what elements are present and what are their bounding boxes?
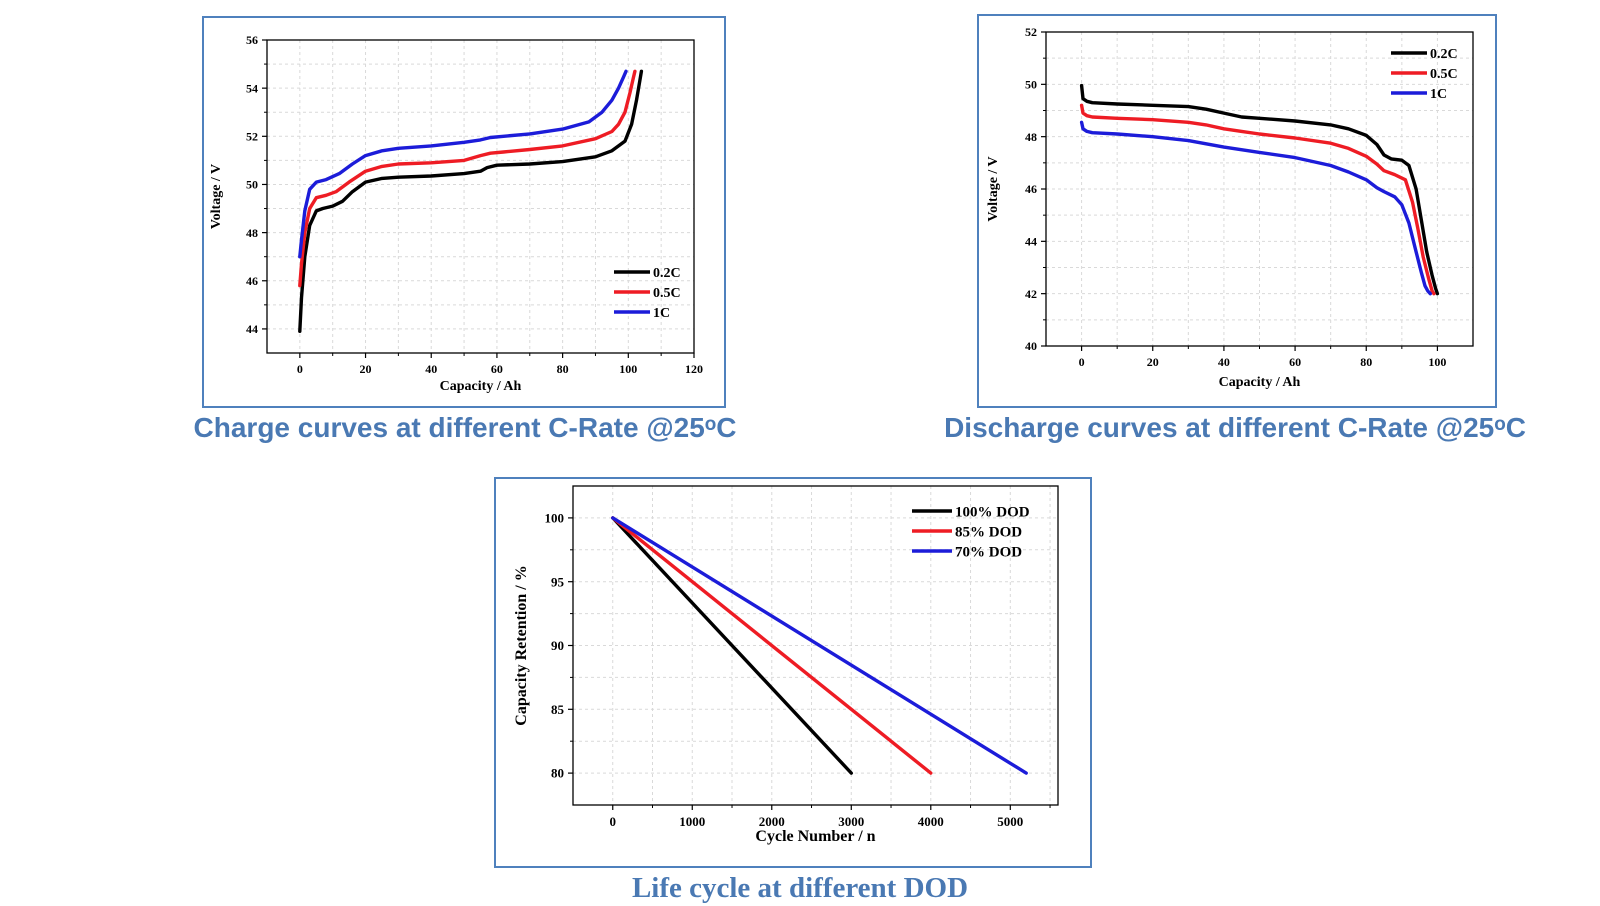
x-tick-label: 3000 bbox=[838, 814, 864, 829]
x-tick-label: 80 bbox=[1360, 355, 1372, 369]
x-tick-label: 1000 bbox=[679, 814, 705, 829]
x-axis-label: Capacity / Ah bbox=[1219, 375, 1301, 390]
life-cycle-chart: 0 1000 2000 3000 4000 5000 80 85 90 95 100 Cycle Nu… bbox=[513, 485, 1059, 845]
series-line-1c bbox=[1079, 120, 1432, 296]
y-tick-label: 90 bbox=[551, 638, 564, 653]
y-tick-label: 95 bbox=[551, 574, 565, 589]
legend-label: 0.2C bbox=[653, 266, 681, 281]
y-tick-label: 48 bbox=[246, 226, 258, 240]
y-axis-label: Voltage / V bbox=[209, 164, 224, 229]
discharge-chart-panel: 0 20 40 60 80 100 40 42 44 46 48 50 52 Capacity / Ah V… bbox=[977, 14, 1497, 408]
x-tick-label: 60 bbox=[1289, 355, 1301, 369]
charge-chart-caption: Charge curves at different C-Rate @25ᵒC bbox=[193, 412, 737, 443]
x-tick-label: 100 bbox=[1428, 355, 1446, 369]
discharge-chart: 0 20 40 60 80 100 40 42 44 46 48 50 52 Capacity / Ah V… bbox=[986, 25, 1474, 390]
x-tick-label: 60 bbox=[491, 362, 503, 376]
series-line-100-dod bbox=[611, 516, 853, 775]
charge-chart: 0 20 40 60 80 100 120 44 46 48 50 52 54 56 Capacity / … bbox=[209, 33, 703, 394]
legend-label: 0.2C bbox=[1430, 47, 1458, 62]
series-line-0-5c bbox=[298, 69, 637, 288]
y-tick-label: 44 bbox=[246, 322, 258, 336]
y-axis-label: Capacity Retention / % bbox=[513, 565, 530, 725]
series-line-85-dod bbox=[611, 516, 933, 775]
y-tick-label: 44 bbox=[1025, 235, 1037, 249]
series-line-0-2c bbox=[1079, 83, 1440, 296]
y-tick-label: 52 bbox=[1025, 25, 1037, 39]
legend-label: 85% DOD bbox=[955, 524, 1022, 540]
life-cycle-chart-panel: 0 1000 2000 3000 4000 5000 80 85 90 95 100 Cycle Nu… bbox=[494, 477, 1092, 868]
y-tick-label: 56 bbox=[246, 33, 258, 47]
discharge-chart-caption: Discharge curves at different C-Rate @25… bbox=[944, 412, 1526, 443]
y-tick-label: 50 bbox=[1025, 78, 1037, 92]
y-tick-label: 40 bbox=[1025, 339, 1037, 353]
legend: 100% DOD 85% DOD 70% DOD bbox=[912, 504, 1030, 560]
series-line-1c bbox=[298, 69, 628, 259]
y-tick-label: 80 bbox=[551, 766, 564, 781]
series-line-70-dod bbox=[611, 516, 1028, 775]
legend-label: 1C bbox=[1430, 87, 1447, 102]
legend-label: 1C bbox=[653, 306, 670, 321]
x-tick-label: 5000 bbox=[997, 814, 1023, 829]
y-tick-label: 52 bbox=[246, 130, 258, 144]
x-tick-label: 20 bbox=[360, 362, 372, 376]
legend: 0.2C 0.5C 1C bbox=[614, 266, 681, 321]
x-tick-label: 20 bbox=[1147, 355, 1159, 369]
y-tick-label: 48 bbox=[1025, 130, 1037, 144]
x-tick-label: 120 bbox=[685, 362, 703, 376]
y-tick-label: 46 bbox=[246, 274, 258, 288]
life-cycle-chart-caption: Life cycle at different DOD bbox=[631, 872, 969, 904]
legend: 0.2C 0.5C 1C bbox=[1391, 47, 1458, 102]
series-line-0-5c bbox=[1079, 103, 1436, 296]
x-tick-label: 4000 bbox=[918, 814, 944, 829]
y-tick-label: 50 bbox=[246, 178, 258, 192]
y-tick-label: 85 bbox=[551, 702, 565, 717]
x-tick-label: 0 bbox=[1079, 355, 1085, 369]
y-tick-label: 42 bbox=[1025, 287, 1037, 301]
x-tick-label: 80 bbox=[557, 362, 569, 376]
y-tick-label: 100 bbox=[545, 510, 565, 525]
series-line-0-2c bbox=[298, 69, 644, 333]
x-tick-label: 2000 bbox=[759, 814, 785, 829]
x-tick-label: 0 bbox=[610, 814, 617, 829]
y-axis-label: Voltage / V bbox=[986, 156, 1001, 221]
legend-label: 100% DOD bbox=[955, 504, 1030, 520]
legend-label: 0.5C bbox=[653, 286, 681, 301]
x-tick-label: 100 bbox=[619, 362, 637, 376]
legend-label: 0.5C bbox=[1430, 67, 1458, 82]
y-tick-label: 46 bbox=[1025, 182, 1037, 196]
plot-frame bbox=[266, 39, 695, 354]
x-tick-label: 40 bbox=[425, 362, 437, 376]
x-tick-label: 40 bbox=[1218, 355, 1230, 369]
charge-chart-panel: 0 20 40 60 80 100 120 44 46 48 50 52 54 56 Capacity / … bbox=[202, 16, 726, 408]
legend-label: 70% DOD bbox=[955, 544, 1022, 560]
x-tick-label: 0 bbox=[297, 362, 303, 376]
x-axis-label: Capacity / Ah bbox=[440, 379, 522, 394]
y-tick-label: 54 bbox=[246, 81, 258, 95]
x-axis-label: Cycle Number / n bbox=[755, 828, 875, 845]
